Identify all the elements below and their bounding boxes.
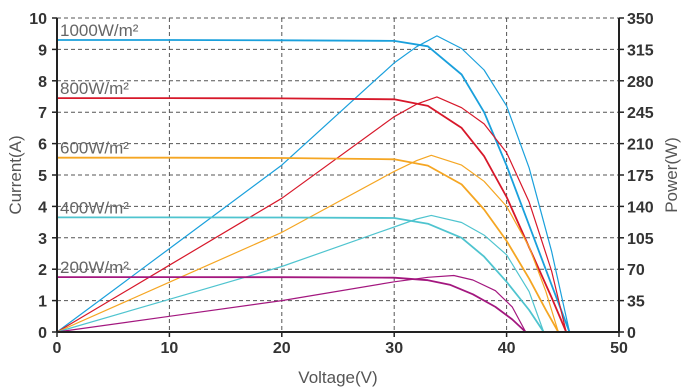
iv-curve [57,97,568,333]
y-right-tick-label: 105 [627,231,654,248]
y-right-tick-label: 0 [627,325,636,342]
irradiance-label: 800W/m² [60,79,129,98]
x-tick-label: 30 [385,340,403,357]
series-group [56,96,568,333]
y-left-tick-label: 7 [38,105,47,122]
iv-curve [57,156,560,333]
y-left-tick-label: 10 [29,11,47,28]
iv-curve [57,276,527,333]
y-left-tick-label: 8 [38,74,47,91]
pv-curve [56,96,567,333]
y-left-tick-label: 3 [38,231,47,248]
irradiance-label: 600W/m² [60,139,129,158]
tick-labels: 0 10 20 30 40 5001234567891003570105140175210… [29,11,654,357]
y-right-tick-label: 350 [627,11,654,28]
series-group [56,35,571,333]
series-group [56,274,527,333]
y-axis-left-title: Current(A) [6,135,25,214]
y-right-tick-label: 210 [627,137,654,154]
y-right-tick-label: 35 [627,294,645,311]
x-tick-label: 40 [498,340,516,357]
y-left-tick-label: 0 [38,325,47,342]
grid [57,17,619,332]
irradiance-labels: 1000W/m² 800W/m² 600W/m² 400W/m² 200W/m² [60,21,139,277]
pv-curve [56,214,545,333]
y-right-tick-label: 140 [627,199,654,216]
x-tick-label: 20 [273,340,291,357]
irradiance-label: 1000W/m² [60,21,139,40]
iv-curve [57,39,571,333]
y-left-tick-label: 9 [38,42,47,59]
pv-curve [56,35,571,333]
series-group [56,214,545,333]
series-group [56,154,560,333]
y-left-tick-label: 5 [38,168,47,185]
y-left-tick-label: 6 [38,137,47,154]
y-left-tick-label: 2 [38,262,47,279]
y-right-tick-label: 175 [627,168,654,185]
pv-curve [56,154,559,333]
y-left-tick-label: 1 [38,294,47,311]
x-tick-label: 10 [161,340,179,357]
pv-curve [56,274,527,333]
y-left-tick-label: 4 [38,199,47,216]
irradiance-label: 400W/m² [60,198,129,217]
series-layer [56,35,571,333]
x-tick-label: 50 [610,340,628,357]
y-right-tick-label: 245 [627,105,654,122]
iv-curve [57,216,545,333]
y-right-tick-label: 70 [627,262,645,279]
x-tick-label: 0 [53,340,62,357]
irradiance-label: 200W/m² [60,258,129,277]
axes [52,17,624,337]
x-axis-title: Voltage(V) [298,368,377,387]
y-right-tick-label: 315 [627,42,654,59]
y-axis-right-title: Power(W) [662,137,681,213]
y-right-tick-label: 280 [627,74,654,91]
